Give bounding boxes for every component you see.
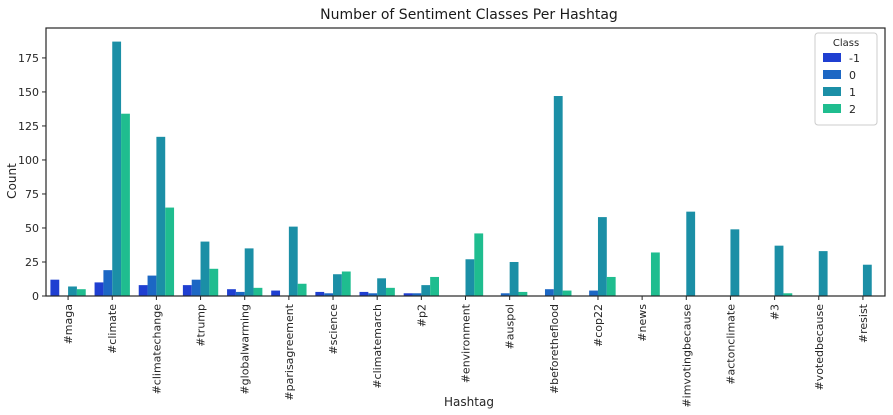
x-tick-label: #climatechange xyxy=(150,304,163,395)
bar-p2-class-1 xyxy=(421,285,431,296)
bar-climatechange-class-0 xyxy=(147,275,157,296)
bar-news-class-2 xyxy=(650,252,660,296)
bar-auspol-class-0 xyxy=(500,293,510,296)
x-tick-label: #cop22 xyxy=(592,304,605,347)
bar-science-class--1 xyxy=(315,291,325,296)
bar-science-class-0 xyxy=(324,293,334,296)
y-tick-label: 0 xyxy=(32,290,39,303)
bar-p2-class-2 xyxy=(430,276,439,296)
bar-science-class-2 xyxy=(341,271,351,296)
chart-title: Number of Sentiment Classes Per Hashtag xyxy=(320,7,618,23)
x-tick-label: #imvotingbecause xyxy=(680,304,693,408)
bar-maga-class-1 xyxy=(68,286,77,296)
x-tick-label: #beforetheflood xyxy=(548,304,561,394)
legend-swatch-class-0 xyxy=(823,70,841,79)
legend-label-class-2: 2 xyxy=(849,103,856,116)
y-tick-label: 150 xyxy=(18,86,39,99)
bar-science-class-1 xyxy=(333,274,342,296)
bar-trump-class-1 xyxy=(200,241,210,296)
bar-climate-class--1 xyxy=(94,282,104,296)
bar-3-class-1 xyxy=(774,245,784,296)
y-tick-label: 75 xyxy=(25,188,39,201)
bar-climate-class-2 xyxy=(121,113,130,297)
x-tick-label: #3 xyxy=(769,304,782,320)
bar-environment-class-1 xyxy=(465,259,475,296)
legend-title: Class xyxy=(833,38,859,49)
bar-p2-class-0 xyxy=(412,293,422,296)
bar-maga-class--1 xyxy=(50,279,60,296)
x-tick-label: #parisagreement xyxy=(283,303,296,400)
legend: Class -1 0 1 2 xyxy=(814,32,878,126)
bar-parisagreement-class-2 xyxy=(297,283,307,296)
bar-trump-class--1 xyxy=(182,285,192,296)
x-tick-label: #auspol xyxy=(504,304,517,349)
legend-label-class-0: 0 xyxy=(849,69,856,82)
x-tick-label: #climate xyxy=(106,304,119,354)
bar-climatemarch-class-2 xyxy=(386,287,395,296)
bar-globalwarming-class-1 xyxy=(244,248,254,296)
bar-climatechange-class--1 xyxy=(138,285,148,296)
y-tick-label: 25 xyxy=(25,256,39,269)
legend-swatch-class-2 xyxy=(823,104,841,113)
x-tick-label: #maga xyxy=(62,304,75,344)
bar-parisagreement-class--1 xyxy=(271,290,281,296)
y-tick-label: 100 xyxy=(18,154,39,167)
bar-climate-class-1 xyxy=(112,41,122,296)
x-tick-label: #trump xyxy=(195,304,208,347)
bar-climatechange-class-1 xyxy=(156,136,166,296)
bar-maga-class-2 xyxy=(76,289,86,296)
bar-auspol-class-2 xyxy=(518,291,528,296)
y-tick-label: 125 xyxy=(18,120,39,133)
x-tick-label: #globalwarming xyxy=(239,304,252,395)
bar-auspol-class-1 xyxy=(509,261,519,296)
y-axis-title: Count xyxy=(5,163,19,199)
bar-climate-class-0 xyxy=(103,270,113,296)
bar-parisagreement-class-1 xyxy=(288,226,298,296)
y-tick-label: 50 xyxy=(25,222,39,235)
bar-environment-class-2 xyxy=(474,233,484,296)
x-tick-label: #environment xyxy=(460,303,473,383)
bar-actonclimate-class-1 xyxy=(730,229,740,296)
bar-climatemarch-class-0 xyxy=(368,293,378,296)
x-tick-label: #votedbecause xyxy=(813,304,826,391)
legend-label-class--1: -1 xyxy=(849,52,860,65)
bar-p2-class--1 xyxy=(403,293,413,296)
legend-swatch-class-1 xyxy=(823,87,841,96)
bar-beforetheflood-class-1 xyxy=(553,96,563,297)
x-tick-label: #p2 xyxy=(415,304,428,327)
bar-beforetheflood-class-0 xyxy=(544,289,554,296)
bar-3-class-2 xyxy=(783,293,793,296)
legend-label-class-1: 1 xyxy=(849,86,856,99)
x-tick-label: #actonclimate xyxy=(724,304,737,385)
bar-climatemarch-class-1 xyxy=(377,278,387,296)
x-axis-title: Hashtag xyxy=(444,395,494,409)
bar-trump-class-2 xyxy=(209,268,219,296)
bar-cop22-class-0 xyxy=(589,290,598,296)
y-tick-label: 175 xyxy=(18,52,39,65)
bar-beforetheflood-class-2 xyxy=(562,290,572,296)
bar-trump-class-0 xyxy=(191,279,201,296)
bar-climatemarch-class--1 xyxy=(359,291,369,296)
x-tick-label: #science xyxy=(327,304,340,355)
x-tick-label: #climatemarch xyxy=(371,304,384,389)
bar-globalwarming-class--1 xyxy=(227,289,236,296)
legend-swatch-class--1 xyxy=(823,53,841,62)
bar-resist-class-1 xyxy=(862,264,872,296)
bar-cop22-class-2 xyxy=(606,276,616,296)
x-tick-label: #resist xyxy=(857,303,870,343)
bar-cop22-class-1 xyxy=(597,217,607,296)
plot-area: 0 25 50 75 100 125 150 175 #maga #climate #climate… xyxy=(18,27,886,408)
bar-globalwarming-class-2 xyxy=(253,287,263,296)
bar-votedbecause-class-1 xyxy=(818,251,828,296)
bar-imvotingbecause-class-1 xyxy=(686,211,696,296)
x-tick-label: #news xyxy=(636,304,649,342)
bar-climatechange-class-2 xyxy=(165,207,175,296)
bar-globalwarming-class-0 xyxy=(235,291,245,296)
